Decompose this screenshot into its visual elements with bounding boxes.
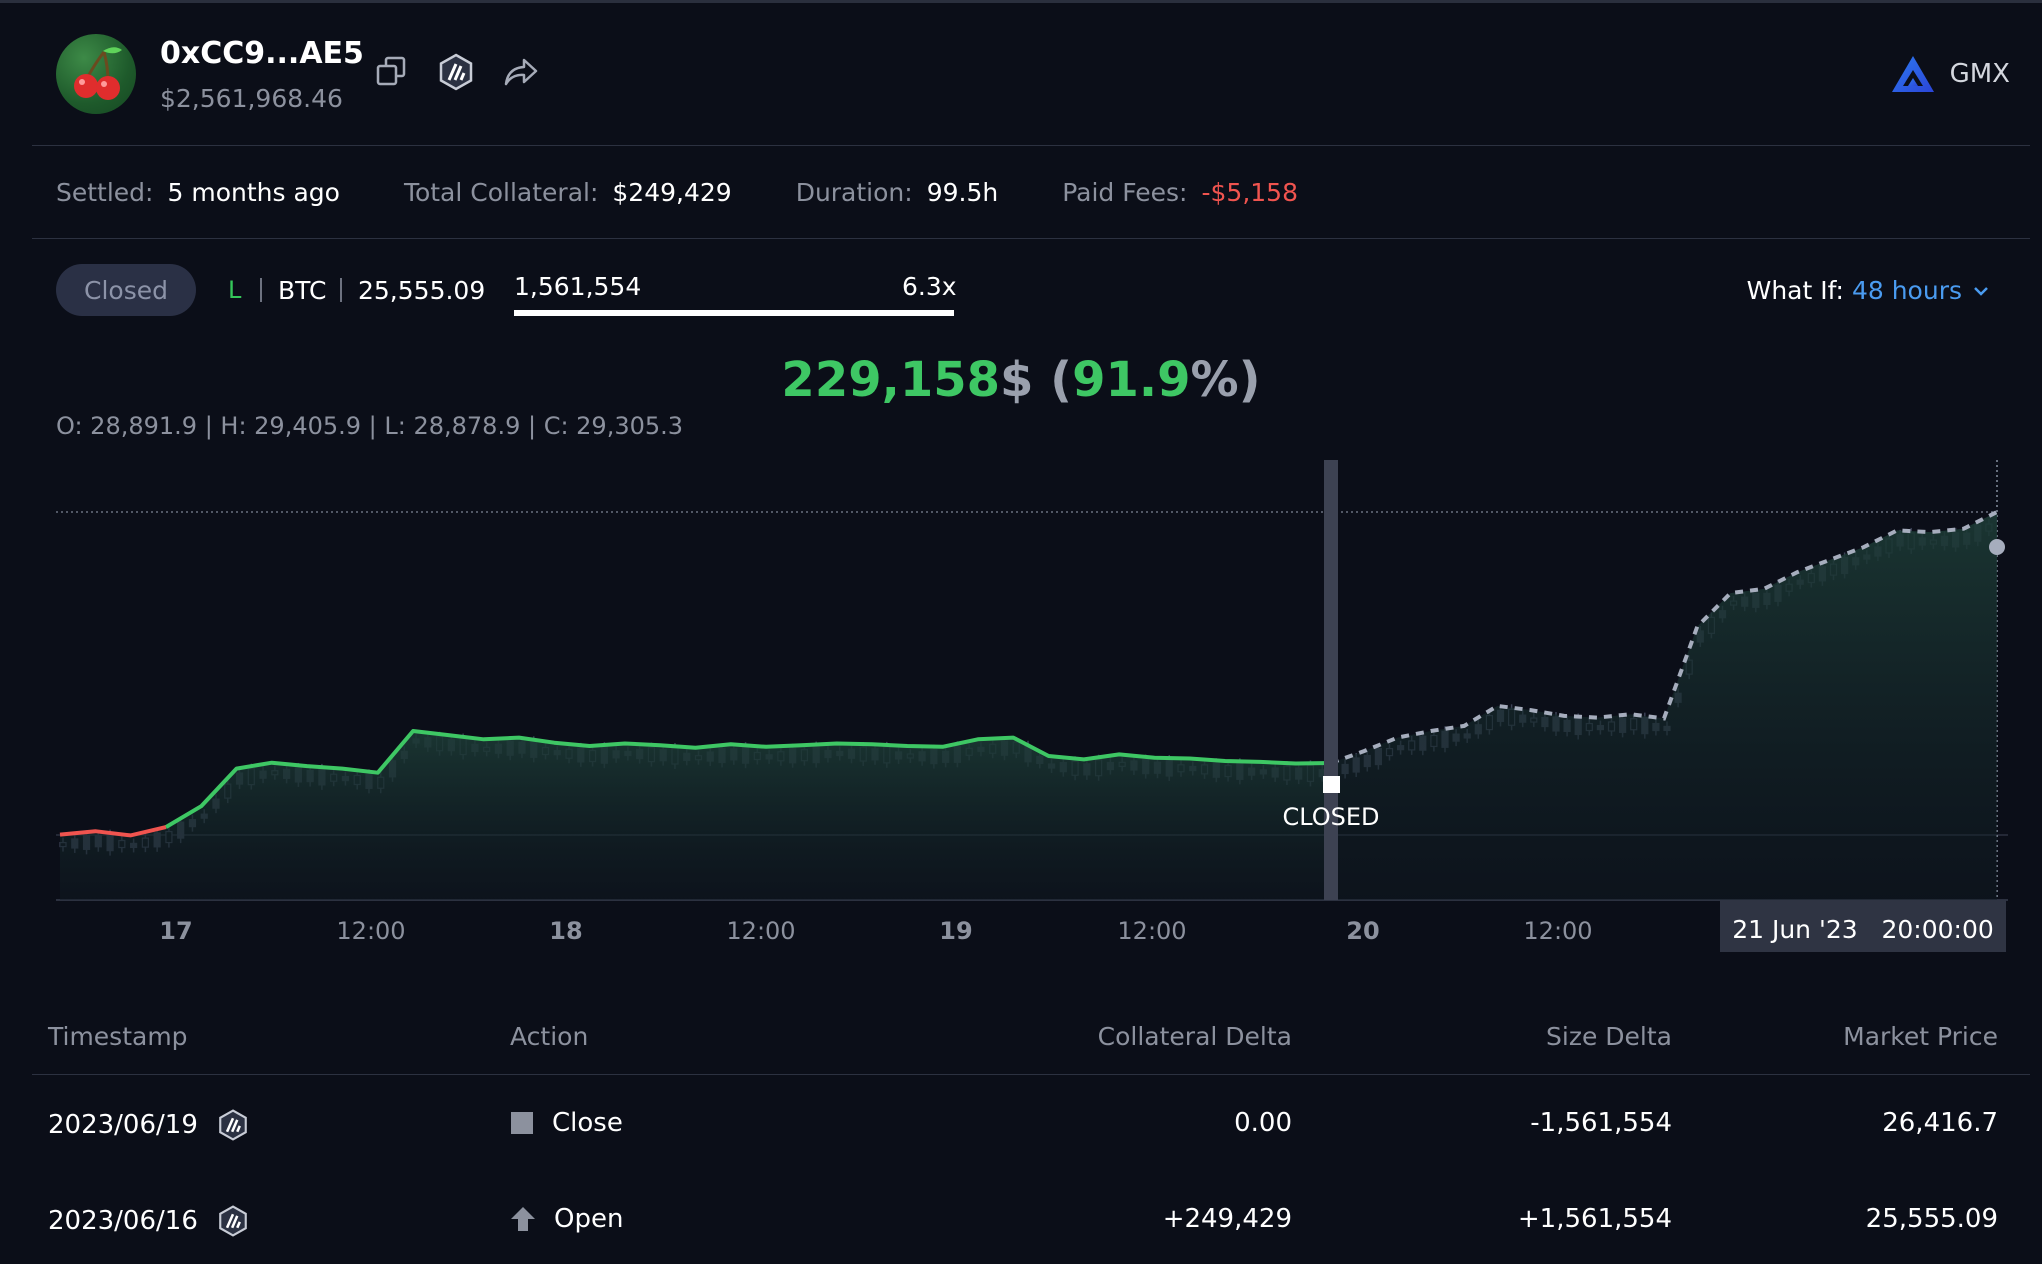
pnl-percent-open: ( [1033, 352, 1073, 408]
pnl-currency: $ [1000, 352, 1034, 408]
wallet-value: $2,561,968.46 [160, 84, 343, 113]
stat-label: Settled: [56, 177, 154, 207]
arrow-up-icon [511, 1207, 535, 1231]
pnl-percent-close: %) [1190, 352, 1261, 408]
cell-market-price: 25,555.09 [1865, 1204, 1998, 1234]
protocol-name: GMX [1949, 59, 2010, 89]
cell-timestamp: 2023/06/16 [48, 1204, 250, 1238]
col-market-price: Market Price [1843, 1022, 1998, 1051]
position-stats: Settled: 5 months ago Total Collateral: … [32, 146, 2030, 239]
action-text: Open [554, 1204, 624, 1234]
cursor-dot [1989, 539, 2005, 555]
copy-icon[interactable] [372, 52, 412, 92]
cell-collateral-delta: +249,429 [1162, 1204, 1292, 1234]
cell-action: Open [510, 1204, 623, 1234]
cell-size-delta: -1,561,554 [1530, 1108, 1672, 1138]
stat-value: 5 months ago [167, 177, 340, 207]
cell-timestamp: 2023/06/19 [48, 1108, 250, 1142]
chevron-down-icon [1974, 286, 1988, 296]
col-action: Action [510, 1022, 589, 1051]
action-text: Close [552, 1108, 623, 1138]
stat-paid-fees: Paid Fees: -$5,158 [1062, 178, 1298, 207]
header: 0xCC9...AE5 $2,561,968.46 [32, 0, 2030, 146]
leverage-bar [514, 310, 954, 316]
arbitrum-icon[interactable] [436, 52, 476, 92]
x-tick-1200: 12:00 [336, 917, 405, 945]
avatar [56, 34, 136, 114]
stat-value: -$5,158 [1201, 177, 1298, 207]
col-timestamp: Timestamp [48, 1022, 188, 1051]
divider [260, 278, 262, 302]
what-if-dropdown[interactable]: What If: 48 hours [1747, 276, 1992, 305]
stat-label: Paid Fees: [1062, 177, 1188, 207]
position-controls: Closed L BTC 25,555.09 1,561,554 6.3x Wh… [56, 264, 1996, 324]
pnl-percent: 91.9 [1072, 352, 1191, 408]
timestamp-text: 2023/06/19 [48, 1110, 198, 1140]
x-tick-19: 19 [939, 917, 972, 945]
divider [340, 278, 342, 302]
cell-action: Close [510, 1108, 623, 1138]
side-label: L [228, 276, 242, 304]
close-marker-bar [1324, 460, 1338, 900]
stat-total-collateral: Total Collateral: $249,429 [404, 178, 732, 207]
top-border [0, 0, 2042, 3]
x-tick-20: 20 [1346, 917, 1379, 945]
position-size: 1,561,554 [514, 272, 642, 301]
status-badge: Closed [56, 264, 196, 316]
x-tick-1200: 12:00 [726, 917, 795, 945]
stat-value: $249,429 [612, 177, 732, 207]
stat-label: Total Collateral: [403, 177, 599, 207]
stat-value: 99.5h [926, 177, 999, 207]
x-tick-1200: 12:00 [1117, 917, 1186, 945]
cell-collateral-delta: 0.00 [1234, 1108, 1292, 1138]
cursor-label-box [1720, 900, 2006, 952]
what-if-label: What If: [1746, 276, 1844, 305]
table-row[interactable]: 2023/06/16 Open +249,429 +1,561,554 25,5… [32, 1186, 2030, 1256]
col-size-delta: Size Delta [1546, 1022, 1672, 1051]
symbol-label: BTC [278, 276, 327, 305]
timestamp-text: 2023/06/16 [48, 1206, 198, 1236]
table-row[interactable]: 2023/06/19 Close 0.00 -1,561,554 26,416.… [32, 1090, 2030, 1160]
ohlc-readout: O: 28,891.9 | H: 29,405.9 | L: 28,878.9 … [56, 412, 684, 440]
protocol-badge: GMX [1890, 54, 2010, 94]
share-icon[interactable] [500, 52, 540, 92]
cherry-icon [74, 47, 122, 100]
whatif-line-series [1330, 510, 1998, 765]
cell-size-delta: +1,561,554 [1517, 1204, 1672, 1234]
x-tick-18: 18 [549, 917, 582, 945]
stat-duration: Duration: 99.5h [796, 178, 999, 207]
x-tick-17: 17 [159, 917, 192, 945]
arbitrum-icon [219, 1205, 247, 1237]
whatif-area [1331, 512, 1997, 900]
table-header: Timestamp Action Collateral Delta Size D… [32, 1016, 2030, 1075]
pnl-display: 229,158$ (91.9%) [0, 352, 2042, 408]
arbitrum-icon [219, 1109, 247, 1141]
what-if-value: 48 hours [1851, 276, 1962, 305]
cursor-date-label: 21 Jun '23 20:00:00 [1732, 915, 1994, 944]
close-marker [1323, 776, 1340, 793]
close-square-icon [511, 1112, 533, 1134]
gmx-logo-icon [1891, 56, 1934, 92]
pnl-amount: 229,158 [781, 352, 1001, 408]
leverage: 6.3x [902, 272, 957, 301]
entry-price: 25,555.09 [358, 276, 486, 305]
cell-market-price: 26,416.7 [1882, 1108, 1998, 1138]
wallet-address[interactable]: 0xCC9...AE5 [160, 36, 364, 71]
col-collateral-delta: Collateral Delta [1097, 1022, 1292, 1051]
stat-label: Duration: [795, 177, 913, 207]
loss-segment [59, 825, 167, 838]
x-tick-1200: 12:00 [1523, 917, 1592, 945]
price-line-series [164, 729, 1332, 829]
closed-label: CLOSED [1282, 803, 1379, 831]
stat-settled: Settled: 5 months ago [56, 178, 340, 207]
